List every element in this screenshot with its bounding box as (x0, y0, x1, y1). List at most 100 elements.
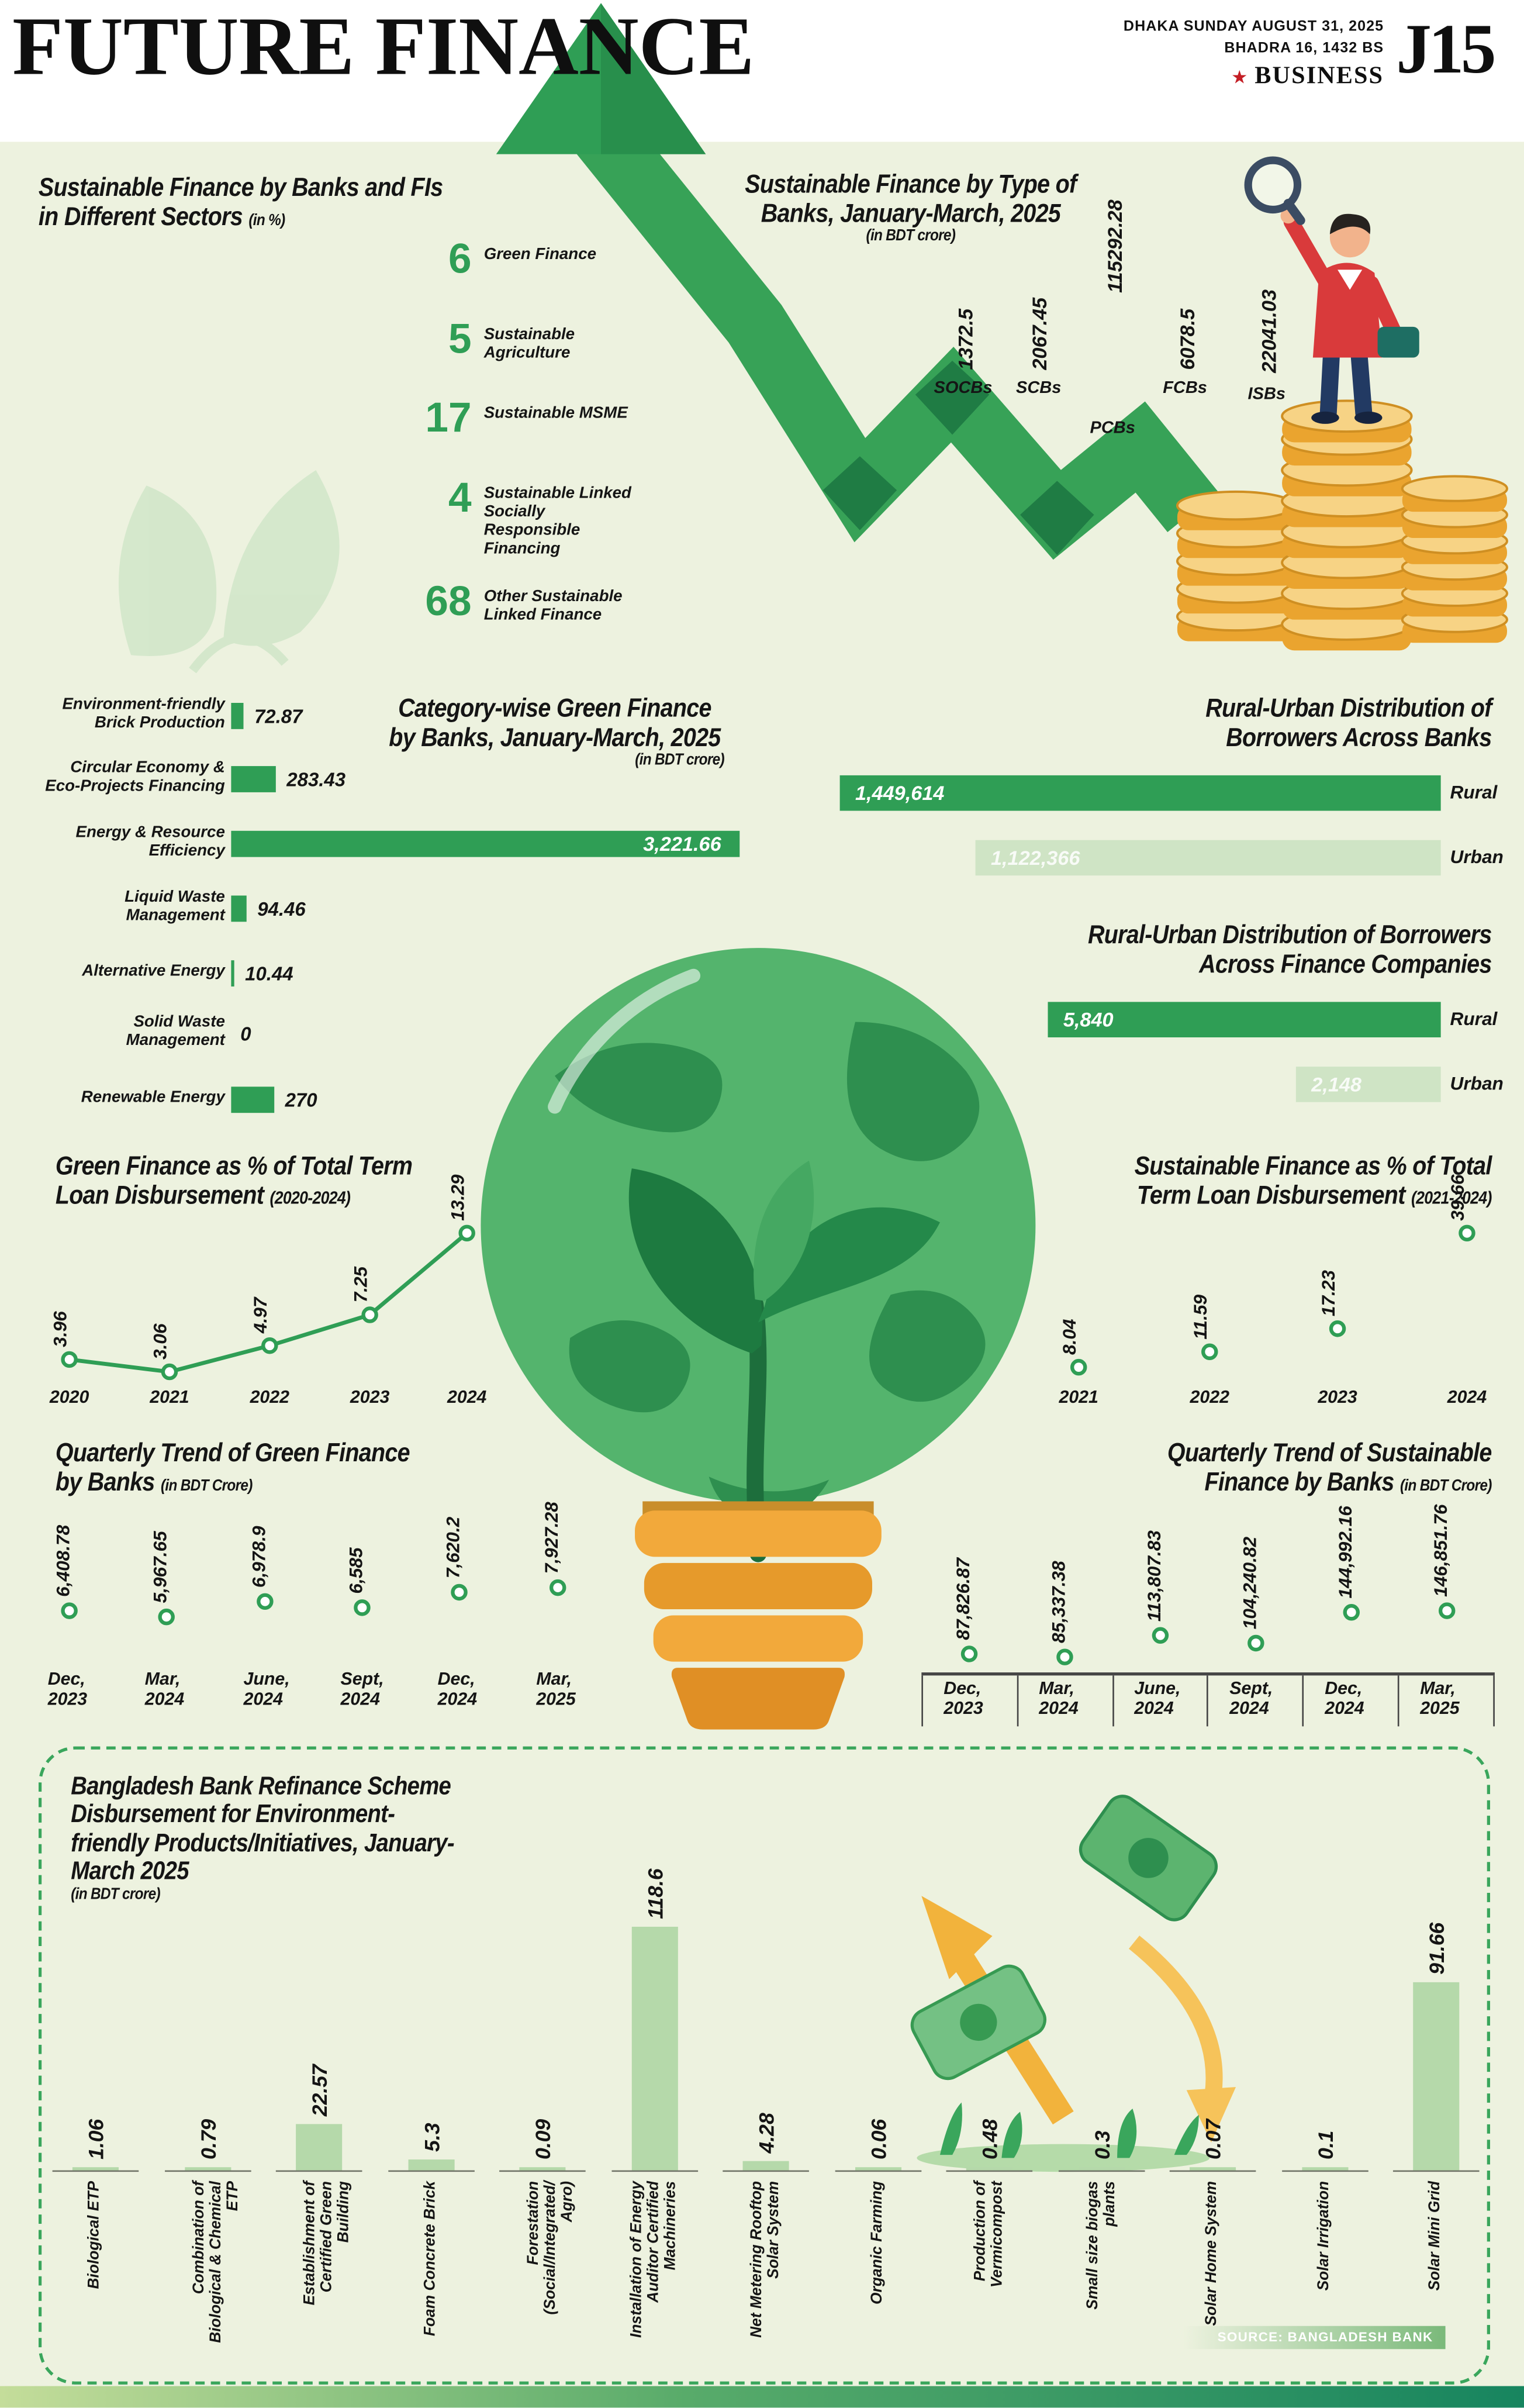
brand-row: ★ BUSINESS (1048, 63, 1384, 91)
sector-label: Sustainable Linked Socially Responsible … (483, 484, 631, 558)
point-value: 11.59 (1189, 1294, 1211, 1340)
refinance-value: 22.57 (308, 2064, 331, 2117)
header-bar (0, 0, 1524, 142)
refinance-label: Production of Vermicompost (972, 2181, 1007, 2288)
sustainable-pct-chart (1070, 1224, 1475, 1376)
refinance-value: 0.79 (197, 2119, 220, 2160)
axis-tick (52, 2169, 139, 2172)
calendar-text: BHADRA 16, 1432 BS (1224, 39, 1384, 57)
quarter-cell: Mar, 2025 (1398, 1675, 1495, 1727)
refinance-bar (408, 2159, 455, 2171)
point-value: 6,585 (345, 1547, 367, 1594)
point-value: 87,826.87 (952, 1557, 974, 1640)
x-label: June, 2024 (1134, 1680, 1181, 1719)
sustainable-pct-title: Sustainable Finance as % of Total Term L… (1112, 1151, 1492, 1210)
category-bar (231, 703, 244, 729)
point-value: 113,807.83 (1143, 1530, 1165, 1622)
rural-urban-fincos-title: Rural-Urban Distribution of Borrowers Ac… (1044, 920, 1492, 979)
money-growth-illustration (910, 1795, 1236, 2172)
category-label: Liquid Waste Management (125, 888, 225, 925)
brand-name: BUSINESS (1255, 63, 1384, 89)
green-categories-title-text: Category-wise Green Finance by Banks, Ja… (389, 694, 721, 753)
quarter-cell: Mar, 2024 (1017, 1675, 1112, 1727)
category-value: 10.44 (245, 963, 293, 985)
refinance-label: Small size biogas plants (1084, 2181, 1119, 2310)
refinance-value: 4.28 (755, 2113, 779, 2154)
point-value: 4.97 (250, 1297, 271, 1334)
x-label: 2022 (1190, 1389, 1229, 1407)
earth-bulb-illustration (481, 948, 1036, 1730)
refinance-unit: (in BDT crore) (71, 1885, 160, 1904)
banktype-value: 6078.5 (1176, 308, 1199, 370)
banktypes-title: Sustainable Finance by Type of Banks, Ja… (736, 170, 1086, 246)
refinance-value: 0.1 (1314, 2130, 1338, 2160)
banktype-value: 115292.28 (1103, 199, 1126, 293)
refinance-bar (1413, 1982, 1460, 2171)
axis-tick (1058, 2169, 1145, 2172)
coin-stack-center (1281, 399, 1413, 651)
x-label: 2022 (250, 1389, 290, 1407)
sectors-title-text: Sustainable Finance by Banks and FIs in … (38, 173, 443, 232)
axis-tick (1169, 2169, 1256, 2172)
x-label: Mar, 2025 (536, 1671, 576, 1710)
refinance-box (38, 1746, 1491, 2385)
quarter-cell: Sept, 2024 (1207, 1675, 1302, 1727)
refinance-bar (1079, 2167, 1125, 2171)
banktype-value: 1372.5 (953, 308, 977, 370)
banktypes-unit: (in BDT crore) (866, 226, 956, 246)
sustainable-pct-title-text: Sustainable Finance as % of Total Term L… (1134, 1151, 1492, 1210)
sector-value: 17 (425, 394, 472, 441)
banktype-label: FCBs (1163, 379, 1207, 398)
axis-tick (388, 2169, 475, 2172)
x-label: Mar, 2024 (1039, 1680, 1079, 1719)
axis-tick (499, 2169, 586, 2172)
refinance-label: Forestation (Social/Integrated/ Agro) (525, 2181, 576, 2315)
quarterly-green-unit: (in BDT Crore) (160, 1476, 253, 1496)
axis-tick (723, 2169, 809, 2172)
sector-value: 6 (448, 236, 472, 282)
rural-value-banks: 1,449,614 (855, 781, 945, 805)
urban-label-fincos: Urban (1450, 1072, 1504, 1095)
sector-label: Sustainable MSME (483, 403, 628, 423)
point-value: 5,967.65 (149, 1531, 171, 1603)
axis-tick (835, 2169, 922, 2172)
point-value: 7.25 (350, 1266, 372, 1303)
category-label: Circular Economy & Eco-Projects Financin… (45, 758, 225, 796)
category-value: 94.46 (257, 898, 306, 920)
category-bar (231, 1086, 275, 1113)
refinance-bar (72, 2167, 119, 2171)
urban-bar-fincos: 2,148 (1295, 1067, 1441, 1102)
refinance-label: Combination of Biological & Chemical ETP (191, 2181, 242, 2343)
point-value: 13.29 (447, 1174, 469, 1221)
category-label: Alternative Energy (82, 962, 225, 981)
axis-tick (1392, 2169, 1480, 2172)
banktypes-title-text: Sustainable Finance by Type of Banks, Ja… (745, 169, 1077, 229)
category-bar (231, 766, 276, 792)
rural-label-banks: Rural (1450, 781, 1498, 803)
x-label: 2024 (1447, 1389, 1487, 1407)
urban-label-banks: Urban (1450, 846, 1504, 868)
green-pct-line-chart (61, 1224, 475, 1381)
leaf-watermark (118, 470, 340, 674)
refinance-value: 5.3 (420, 2123, 444, 2152)
category-bar (231, 895, 247, 922)
x-label: Mar, 2025 (1420, 1680, 1460, 1719)
point-value: 39.66 (1447, 1174, 1469, 1221)
sector-label: Sustainable Agriculture (483, 325, 575, 363)
rural-urban-banks-title: Rural-Urban Distribution of Borrowers Ac… (1128, 694, 1492, 752)
refinance-value: 0.48 (978, 2119, 1002, 2160)
x-label: 2023 (350, 1389, 390, 1407)
sector-value: 68 (425, 578, 472, 625)
category-value: 270 (285, 1089, 317, 1112)
quarterly-green-title-text: Quarterly Trend of Green Finance by Bank… (55, 1438, 410, 1497)
refinance-bar (296, 2124, 343, 2171)
refinance-value: 0.3 (1091, 2130, 1114, 2160)
green-categories-title: Category-wise Green Finance by Banks, Ja… (385, 694, 724, 770)
x-label: Dec, 2023 (944, 1680, 983, 1719)
rural-bar-fincos: 5,840 (1048, 1002, 1441, 1038)
refinance-bar (185, 2167, 231, 2171)
footer-strip (0, 2386, 1524, 2408)
refinance-label: Organic Farming (869, 2181, 886, 2304)
refinance-value: 0.09 (531, 2119, 555, 2160)
source-credit: SOURCE: BANGLADESH BANK (1183, 2326, 1446, 2350)
